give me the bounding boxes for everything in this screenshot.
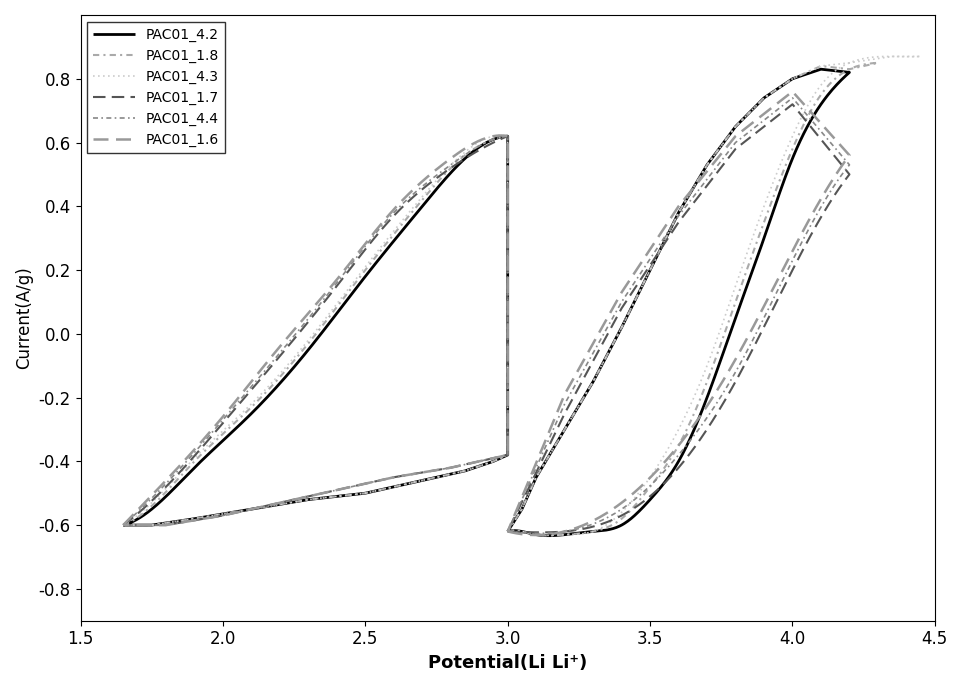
Legend: PAC01_4.2, PAC01_1.8, PAC01_4.3, PAC01_1.7, PAC01_4.4, PAC01_1.6: PAC01_4.2, PAC01_1.8, PAC01_4.3, PAC01_1… [88,22,224,153]
X-axis label: Potential(Li Li⁺): Potential(Li Li⁺) [429,654,587,672]
Y-axis label: Current(A/g): Current(A/g) [15,267,33,369]
